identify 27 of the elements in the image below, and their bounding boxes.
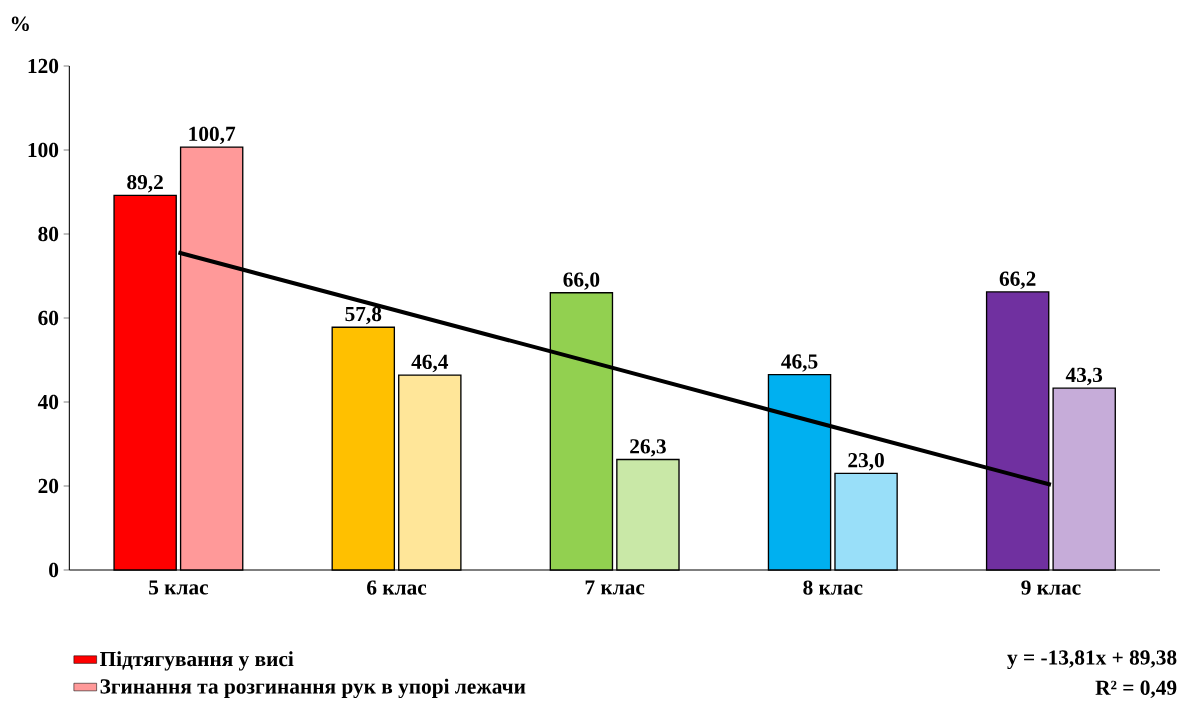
x-tick-label: 9 клас <box>1021 580 1081 595</box>
data-label: 43,3 <box>1065 367 1103 386</box>
data-label: 57,8 <box>345 306 382 325</box>
y-axis-title: % <box>11 16 29 32</box>
data-label: 26,3 <box>630 439 666 457</box>
legend-label: Згинання та розгинання рук в упорі лежачи <box>100 678 526 699</box>
data-label: 66,2 <box>999 271 1036 290</box>
data-label: 23,0 <box>848 452 884 471</box>
x-tick-label: 7 клас <box>585 580 645 595</box>
x-tick-label: 6 клас <box>367 580 427 595</box>
data-label: 46,5 <box>781 354 818 372</box>
y-tick-label: 40 <box>37 394 59 410</box>
x-tick-label: 5 клас <box>149 580 209 595</box>
y-tick-label: 80 <box>38 226 59 242</box>
legend-label: Підтягування у висі <box>99 651 294 671</box>
y-tick-label: 120 <box>28 58 59 74</box>
text: y = -13,81x + 89,38 <box>1007 650 1177 670</box>
data-label: 100,7 <box>189 126 236 145</box>
y-tick-label: 100 <box>28 142 59 158</box>
y-tick-label: 0 <box>49 562 59 578</box>
data-label: 89,2 <box>127 174 163 193</box>
y-tick-label: 60 <box>38 310 59 326</box>
data-label: 46,4 <box>411 354 449 373</box>
text: R² = 0,49 <box>1095 680 1177 699</box>
y-tick-label: 20 <box>38 478 59 494</box>
x-tick-label: 8 клас <box>803 580 863 595</box>
data-label: 66,0 <box>563 272 600 290</box>
